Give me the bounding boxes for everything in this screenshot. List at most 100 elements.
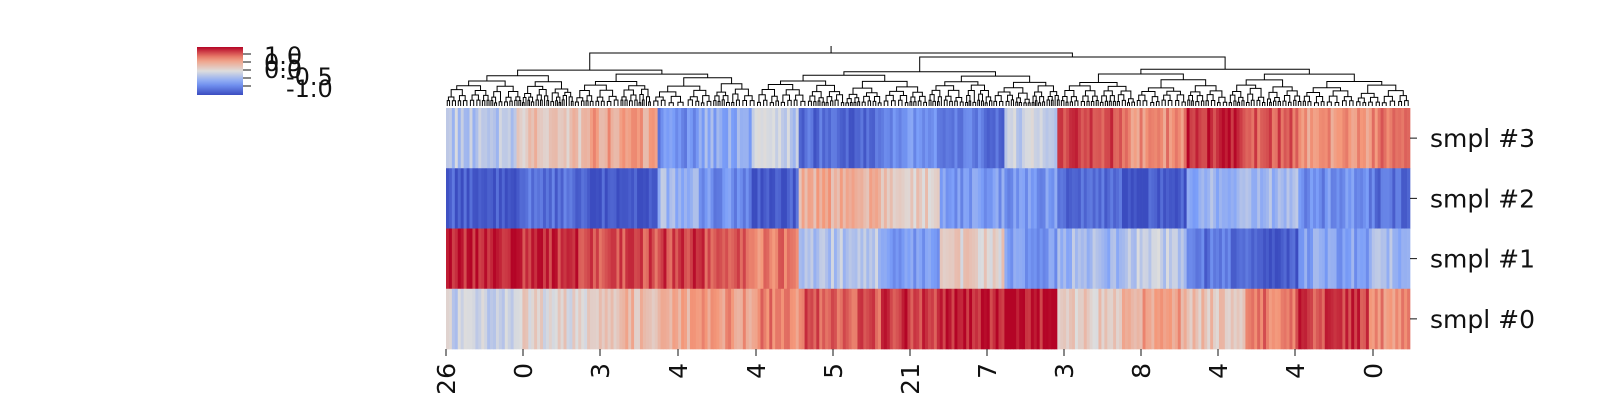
heatmap-cell xyxy=(1054,168,1058,229)
heatmap-cell xyxy=(1163,228,1167,290)
heatmap-cell xyxy=(1030,168,1035,229)
heatmap-cell xyxy=(487,168,491,229)
heatmap-cell xyxy=(1327,228,1331,290)
row-label: smpl #1 xyxy=(1430,245,1535,274)
dendrogram-link xyxy=(535,99,539,106)
heatmap-cell xyxy=(1310,288,1314,350)
heatmap-cell xyxy=(1207,168,1211,229)
heatmap-cell xyxy=(1057,108,1061,169)
heatmap-cell xyxy=(845,228,849,290)
heatmap-cell xyxy=(522,108,526,169)
heatmap-cell xyxy=(519,228,523,290)
heatmap-cell xyxy=(989,288,994,350)
heatmap-cell xyxy=(766,108,770,169)
dendrogram-link xyxy=(763,99,768,106)
heatmap-cell xyxy=(625,228,629,290)
heatmap-cell xyxy=(795,228,800,290)
heatmap-cell xyxy=(1321,108,1326,169)
heatmap-cell xyxy=(1348,108,1352,169)
x-tick-label: 4 xyxy=(1281,363,1310,379)
heatmap-cell xyxy=(1274,168,1279,229)
heatmap-cell xyxy=(692,108,697,169)
heatmap-cell xyxy=(498,168,503,229)
heatmap-cell xyxy=(1101,288,1105,350)
heatmap-cell xyxy=(975,108,979,169)
dendrogram-link xyxy=(993,100,998,106)
dendrogram-link xyxy=(1074,100,1079,106)
heatmap-cell xyxy=(798,288,802,350)
heatmap-cell xyxy=(1169,288,1173,350)
dendrogram-link xyxy=(1369,96,1379,103)
heatmap-cell xyxy=(1248,108,1252,169)
heatmap-cell xyxy=(681,288,685,350)
heatmap-cell xyxy=(719,228,723,290)
heatmap-cell xyxy=(878,288,882,350)
heatmap-cell xyxy=(1154,108,1158,169)
heatmap-cell xyxy=(1160,168,1164,229)
heatmap-cell xyxy=(687,288,691,350)
heatmap-cell xyxy=(578,288,582,350)
heatmap-cell xyxy=(848,108,852,169)
heatmap-cell xyxy=(1236,228,1240,290)
heatmap-cell xyxy=(930,228,935,290)
heatmap-cell xyxy=(1101,228,1105,290)
heatmap-cell xyxy=(628,228,632,290)
heatmap-cell xyxy=(889,108,894,169)
heatmap-cell xyxy=(651,168,656,229)
heatmap-cell xyxy=(493,288,497,350)
heatmap-cell xyxy=(839,288,844,350)
dendrogram-link xyxy=(811,91,822,98)
heatmap-cell xyxy=(542,108,547,169)
x-tick-label: 21 xyxy=(896,363,925,395)
dendrogram-link xyxy=(713,100,717,106)
heatmap-cell xyxy=(992,228,996,290)
heatmap-cell xyxy=(672,168,676,229)
heatmap-cell xyxy=(801,168,805,229)
dendrogram-link xyxy=(1383,95,1393,103)
heatmap-cell xyxy=(825,108,829,169)
heatmap-cell xyxy=(560,168,564,229)
heatmap-cell xyxy=(1268,228,1273,290)
heatmap-cell xyxy=(1051,228,1055,290)
heatmap-cell xyxy=(998,168,1002,229)
heatmap-cell xyxy=(669,108,673,169)
heatmap-cell xyxy=(590,228,594,290)
heatmap-cell xyxy=(998,108,1002,169)
heatmap-cell xyxy=(584,168,588,229)
dendrogram-link xyxy=(504,101,508,106)
heatmap-cell xyxy=(592,108,597,169)
heatmap-cell xyxy=(986,168,991,229)
heatmap-cell xyxy=(631,288,635,350)
heatmap-cell xyxy=(572,168,576,229)
heatmap-cell xyxy=(766,228,770,290)
heatmap-cell xyxy=(839,108,844,169)
heatmap-cell xyxy=(1074,288,1079,350)
heatmap-cell xyxy=(1119,288,1123,350)
dendrogram-link xyxy=(749,100,755,106)
dendrogram-link xyxy=(1222,101,1228,106)
dendrogram-link xyxy=(1116,101,1120,106)
dendrogram-link xyxy=(928,99,932,106)
heatmap-cell xyxy=(554,108,559,169)
heatmap-cell xyxy=(1013,108,1017,169)
dendrogram-link xyxy=(1042,101,1046,106)
heatmap-cell xyxy=(1392,168,1396,229)
dendrogram-link xyxy=(1117,94,1125,102)
heatmap-cell xyxy=(883,228,888,290)
dendrogram-link xyxy=(807,100,812,106)
heatmap-cell xyxy=(472,288,476,350)
dendrogram-link xyxy=(720,83,743,93)
heatmap-cell xyxy=(1110,288,1114,350)
heatmap-cell xyxy=(1195,288,1199,350)
heatmap-cell xyxy=(657,108,661,169)
heatmap-cell xyxy=(933,288,938,350)
heatmap-cell xyxy=(507,168,512,229)
dendrogram-link xyxy=(648,101,651,106)
heatmap-cell xyxy=(1107,228,1111,290)
x-tick-label: 3 xyxy=(1050,363,1079,379)
heatmap-cell xyxy=(507,288,512,350)
dendrogram-link xyxy=(1090,101,1095,106)
dendrogram-link xyxy=(836,94,844,103)
heatmap-cell xyxy=(1054,228,1058,290)
heatmap-cell xyxy=(1198,108,1202,169)
